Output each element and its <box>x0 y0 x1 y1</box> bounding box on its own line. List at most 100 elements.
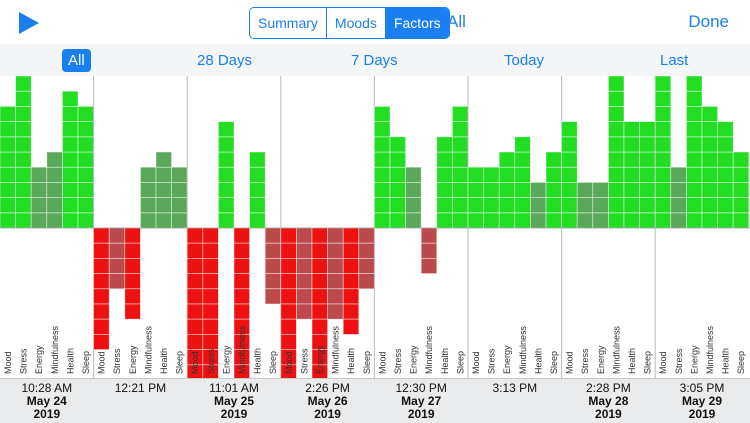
factor-label: Mood <box>658 351 668 374</box>
factor-label: Mindfulness <box>50 325 60 374</box>
segment-moods[interactable]: Moods <box>326 8 386 38</box>
range-today[interactable]: Today <box>504 52 545 69</box>
factor-bar <box>217 121 235 229</box>
entry-date: May 29 <box>681 394 723 408</box>
bar-segment <box>623 121 641 138</box>
factor-bar <box>108 227 126 290</box>
bar-segment <box>62 105 79 122</box>
bar-segment <box>608 76 625 92</box>
factor-bar <box>498 151 516 229</box>
bar-segment <box>389 136 407 153</box>
bar-segment <box>77 166 95 183</box>
bar-segment <box>93 288 110 305</box>
entry-timestamp[interactable]: 12:30 PM May 27 2019 <box>396 382 447 421</box>
bar-segment <box>280 273 297 290</box>
entry-time: 12:30 PM <box>395 381 447 395</box>
entry-timestamp[interactable]: 10:28 AM May 24 2019 <box>21 382 72 421</box>
bar-segment <box>155 151 173 168</box>
bar-segment <box>186 257 204 274</box>
bar-segment <box>327 303 344 320</box>
bar-segment <box>717 151 734 168</box>
view-segmented-control: Summary Moods Factors <box>249 7 450 39</box>
bar-segment <box>608 136 625 153</box>
bar-segment <box>530 182 547 199</box>
bar-segment <box>62 182 79 199</box>
factor-bar <box>124 227 141 320</box>
bar-segment <box>670 197 687 214</box>
bar-segment <box>124 242 141 259</box>
entry-timestamp[interactable]: 12:21 PM <box>115 382 166 395</box>
bar-segment <box>342 273 360 290</box>
bar-segment <box>608 166 625 183</box>
bar-segment <box>717 212 734 229</box>
bar-segment <box>654 76 672 92</box>
entry-timestamp[interactable]: 3:05 PM May 29 2019 <box>680 382 725 421</box>
bar-segment <box>62 151 79 168</box>
range-last[interactable]: Last <box>660 52 689 69</box>
bar-segment <box>77 121 95 138</box>
bar-segment <box>186 303 204 320</box>
entry-timestamp[interactable]: 2:26 PM May 26 2019 <box>305 382 350 421</box>
entry-timestamp[interactable]: 2:28 PM May 28 2019 <box>586 382 631 421</box>
bar-segment <box>483 166 500 183</box>
bar-segment <box>514 182 531 199</box>
entry-timestamp[interactable]: 11:01 AM May 25 2019 <box>209 382 259 421</box>
range-28-days[interactable]: 28 Days <box>197 52 253 69</box>
filter-all-button[interactable]: All <box>447 12 466 31</box>
bar-segment <box>373 197 391 214</box>
bar-segment <box>608 121 625 138</box>
entry-time: 2:26 PM <box>305 381 350 395</box>
bar-segment <box>654 121 672 138</box>
bar-segment <box>483 197 500 214</box>
segment-summary[interactable]: Summary <box>250 8 327 38</box>
entry-timestamp[interactable]: 3:13 PM <box>492 382 537 395</box>
bar-segment <box>405 166 422 183</box>
bar-segment <box>295 288 313 305</box>
bar-segment <box>124 288 141 305</box>
range-7-days[interactable]: 7 Days <box>351 52 398 69</box>
bar-segment <box>561 151 578 168</box>
bar-segment <box>233 227 251 244</box>
factor-bar <box>592 182 609 229</box>
bar-segment <box>124 227 141 244</box>
bar-segment <box>233 364 251 378</box>
bar-segment <box>623 197 641 214</box>
bar-segment <box>561 136 578 153</box>
bar-segment <box>46 166 63 183</box>
bar-segment <box>530 197 547 214</box>
segment-factors[interactable]: Factors <box>385 8 449 38</box>
entry-date: May 26 <box>307 394 348 408</box>
bar-segment <box>732 166 750 183</box>
bar-segment <box>46 182 63 199</box>
range-all[interactable]: All <box>62 49 91 72</box>
factor-bar <box>139 166 157 229</box>
bar-segment <box>280 242 297 259</box>
bar-segment <box>139 212 157 229</box>
factor-label: Sleep <box>549 351 559 374</box>
done-button[interactable]: Done <box>688 12 729 31</box>
factor-label: Health <box>65 348 75 374</box>
bar-segment <box>358 273 375 290</box>
top-toolbar: Summary Moods Factors All Done <box>0 0 750 44</box>
bar-segment <box>186 288 204 305</box>
bar-segment <box>389 197 407 214</box>
bar-segment <box>654 136 672 153</box>
bar-segment <box>576 197 594 214</box>
bar-segment <box>701 121 719 138</box>
play-icon[interactable] <box>14 9 42 37</box>
bar-segment <box>327 242 344 259</box>
bar-segment <box>405 212 422 229</box>
bar-segment <box>139 182 157 199</box>
bar-segment <box>233 303 251 320</box>
bar-segment <box>514 136 531 153</box>
bar-segment <box>514 197 531 214</box>
bar-segment <box>0 197 17 214</box>
bar-segment <box>670 182 687 199</box>
entry-year: 2019 <box>220 407 248 421</box>
factor-label: Stress <box>112 348 122 374</box>
factors-chart[interactable]: Mood Stress Energy Mindfulness Health Sleep Mo… <box>0 76 750 378</box>
factor-bar <box>717 121 734 229</box>
bar-segment <box>108 242 126 259</box>
factor-bar <box>654 76 672 229</box>
factor-bar <box>358 227 375 290</box>
